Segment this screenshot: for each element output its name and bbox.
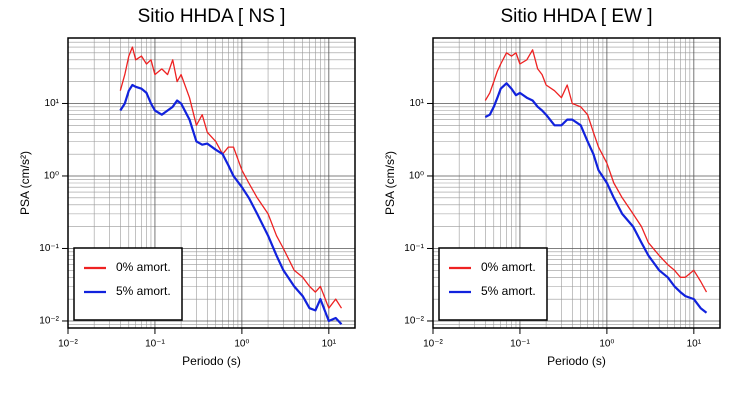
y-tick-label: 10¹: [410, 98, 425, 109]
y-tick-label: 10⁻¹: [404, 243, 424, 254]
x-tick-label: 10⁻²: [58, 339, 78, 350]
y-tick-label: 10⁰: [44, 171, 59, 182]
y-axis-label: PSA (cm/s²): [18, 151, 32, 215]
y-tick-label: 10⁰: [409, 171, 424, 182]
x-tick-label: 10⁻¹: [145, 339, 165, 350]
series-line: [119, 46, 343, 309]
y-axis-label: PSA (cm/s²): [383, 151, 397, 215]
legend-box: [73, 247, 183, 321]
series-line: [484, 49, 708, 293]
x-tick-label: 10¹: [322, 339, 337, 350]
y-tick-label: 10⁻²: [39, 316, 59, 327]
plot-frame: [67, 37, 356, 329]
y-tick-label: 10⁻²: [404, 316, 424, 327]
y-tick-label: 10¹: [45, 98, 60, 109]
chart-title: Sitio HHDA [ NS ]: [138, 6, 286, 27]
legend-label: 0% amort.: [481, 260, 536, 274]
x-axis-label: Periodo (s): [547, 354, 606, 368]
legend-box: [438, 247, 548, 321]
chart-title: Sitio HHDA [ EW ]: [500, 6, 652, 27]
legend-label: 0% amort.: [116, 260, 171, 274]
x-tick-label: 10¹: [687, 339, 702, 350]
series-line: [484, 82, 708, 314]
x-axis-label: Periodo (s): [182, 354, 241, 368]
x-tick-label: 10⁻¹: [510, 339, 530, 350]
y-tick-label: 10⁻¹: [39, 243, 59, 254]
legend-label: 5% amort.: [481, 284, 536, 298]
plot-frame: [432, 37, 721, 329]
series-line: [119, 83, 343, 326]
x-tick-label: 10⁰: [234, 339, 249, 350]
legend-label: 5% amort.: [116, 284, 171, 298]
x-tick-label: 10⁰: [599, 339, 614, 350]
x-tick-label: 10⁻²: [423, 339, 443, 350]
